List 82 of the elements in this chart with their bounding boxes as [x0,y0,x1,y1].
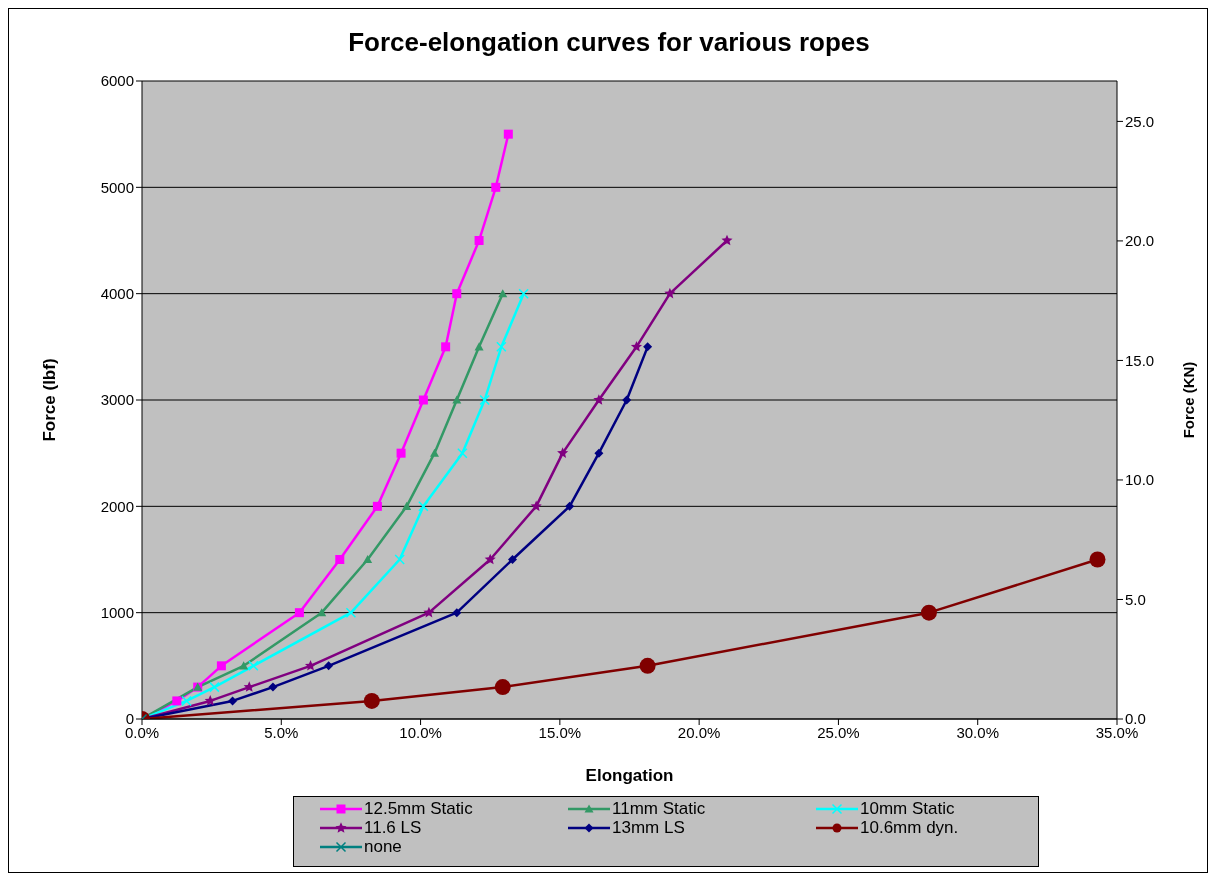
point [304,659,317,671]
point [363,692,380,709]
point [496,341,507,353]
y-tick-label: 4000 [100,284,134,302]
y2-tick-label: 10.0 [1125,471,1155,489]
point [418,395,428,405]
point [1089,551,1106,568]
point [664,287,676,299]
x-tick-label: 20.0% [677,723,721,741]
point [494,679,511,696]
point [503,129,513,139]
point [216,661,226,671]
point [372,501,382,511]
legend-label: none [364,837,402,856]
x-axis-title: Elongation [585,766,674,785]
point [920,604,937,621]
point [530,500,542,512]
y2-axis-title: Force (KN) [1180,361,1198,439]
point [239,661,249,670]
point [324,661,334,671]
point [243,681,255,692]
point [204,695,216,706]
point [228,696,238,706]
point [643,342,653,352]
point [594,448,604,458]
x-tick-label: 5.0% [264,723,299,741]
point [268,682,278,692]
point [423,606,435,618]
point [396,448,406,458]
point [452,289,462,299]
point [172,696,182,706]
point [452,608,462,618]
point [557,447,569,458]
point [639,657,656,674]
point [363,555,373,564]
y-tick-label: 5000 [100,178,134,196]
point [418,501,429,512]
point [508,555,517,564]
point [441,342,451,352]
x-tick-label: 15.0% [538,723,582,741]
point [209,681,220,693]
point [622,395,632,405]
point [593,394,605,405]
point [721,234,733,246]
chart-title: Force-elongation curves for various ropes [347,27,871,58]
point [294,608,304,618]
point [248,660,259,672]
y2-tick-label: 15.0 [1125,351,1155,369]
y2-tick-label: 5.0 [1125,590,1146,608]
point [457,447,468,459]
legend-label: 11mm Static [612,799,706,818]
point [430,448,439,457]
point [565,501,575,511]
point [402,501,412,510]
y-axis-title: Force (lbf) [40,358,60,442]
y-tick-label: 6000 [100,72,134,90]
point [345,607,357,618]
point [479,394,490,406]
y-tick-label: 3000 [100,391,134,409]
y2-tick-label: 20.0 [1125,232,1155,250]
point [394,554,405,565]
point [317,608,327,617]
legend-label: 11.6 LS [364,818,422,837]
point [518,288,529,299]
x-tick-label: 10.0% [399,723,442,741]
y-tick-label: 2000 [100,497,134,515]
point [335,555,345,564]
legend-label: 10mm Static [860,799,955,818]
point [630,340,643,352]
legend-label: 10.6mm dyn. [860,818,959,837]
point [498,289,508,298]
legend-label: 12.5mm Static [364,799,473,818]
point [491,182,501,192]
x-tick-label: 25.0% [817,723,860,741]
y2-tick-label: 25.0 [1125,112,1155,130]
point [474,236,484,245]
y-tick-label: 1000 [100,603,134,621]
point [452,395,462,404]
x-tick-label: 30.0% [956,723,999,741]
point [484,553,496,565]
point [181,695,192,707]
legend-label: 13mm LS [612,818,685,837]
